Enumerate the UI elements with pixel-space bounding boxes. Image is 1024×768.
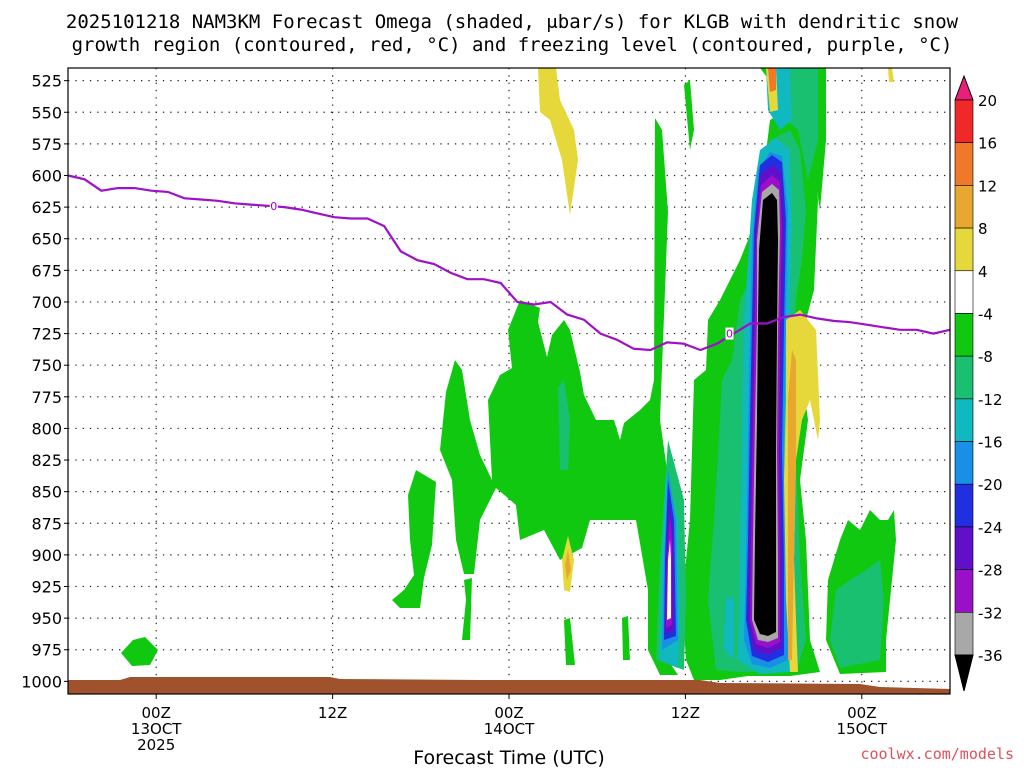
colorbar-tick-label: 16 bbox=[978, 135, 997, 153]
colorbar-bin-12 bbox=[954, 612, 974, 656]
omega-blob-left-mid bbox=[392, 470, 436, 608]
colorbar-bin-6 bbox=[954, 355, 974, 400]
x-tick-label: 12Z bbox=[671, 704, 700, 722]
x-tick-label: 00Z bbox=[847, 704, 876, 722]
colorbar-bin-9 bbox=[954, 483, 974, 528]
terrain-fill bbox=[68, 677, 950, 694]
y-tick-label: 850 bbox=[31, 483, 62, 502]
colorbar-bin-4 bbox=[954, 270, 974, 314]
colorbar-tick-label: -20 bbox=[978, 476, 1003, 494]
omega-sg-east bbox=[830, 560, 884, 668]
colorbar-bin-7 bbox=[954, 398, 974, 442]
x-tick-label: 14OCT bbox=[484, 720, 535, 738]
omega-or-top bbox=[768, 68, 776, 92]
y-tick-label: 750 bbox=[31, 356, 62, 375]
y-tick-label: 775 bbox=[31, 388, 62, 407]
y-tick-label: 1000 bbox=[21, 672, 62, 691]
freezing-level-labels: 00 bbox=[269, 199, 734, 341]
omega-core-mid-col bbox=[667, 540, 671, 620]
colorbar-bin-8 bbox=[954, 441, 974, 485]
x-tick-label: 13OCT bbox=[131, 720, 182, 738]
x-tick-label: 12Z bbox=[318, 704, 347, 722]
omega-band-ascent-below-36 bbox=[667, 193, 778, 636]
x-axis-label: Forecast Time (UTC) bbox=[413, 747, 604, 768]
colorbar-tick-label: -4 bbox=[978, 305, 993, 323]
credit-text: coolwx.com/models bbox=[860, 745, 1014, 763]
colorbar-tick-label: -28 bbox=[978, 562, 1003, 580]
y-tick-label: 575 bbox=[31, 135, 62, 154]
omega-or-low-left bbox=[565, 550, 571, 580]
y-tick-label: 700 bbox=[31, 293, 62, 312]
omega-blob-lower-left bbox=[462, 578, 472, 640]
y-tick-label: 650 bbox=[31, 230, 62, 249]
colorbar-bin-1 bbox=[954, 142, 974, 186]
gridlines bbox=[68, 68, 950, 694]
y-tick-label: 625 bbox=[31, 198, 62, 217]
colorbar-bin-11 bbox=[954, 569, 974, 613]
colorbar-tick-label: -8 bbox=[978, 348, 993, 366]
omega-cy-low bbox=[724, 596, 734, 660]
y-tick-label: 925 bbox=[31, 578, 62, 597]
x-tick-label: 15OCT bbox=[837, 720, 888, 738]
colorbar-tick-label: -24 bbox=[978, 519, 1003, 537]
colorbar-under-triangle bbox=[954, 654, 974, 692]
omega-yl-top-small bbox=[888, 68, 894, 82]
omega-sg-left-thin bbox=[558, 380, 570, 470]
colorbar-bin-0 bbox=[954, 99, 974, 143]
y-tick-label: 950 bbox=[31, 609, 62, 628]
colorbar-tick-label: 8 bbox=[978, 220, 988, 238]
colorbar-over-triangle bbox=[954, 74, 974, 101]
y-tick-label: 975 bbox=[31, 641, 62, 660]
colorbar-tick-label: 20 bbox=[978, 92, 997, 110]
freezing-level-contour bbox=[67, 174, 951, 352]
colorbar-tick-label: -36 bbox=[978, 647, 1003, 665]
y-tick-label: 600 bbox=[31, 166, 62, 185]
colorbar-bin-10 bbox=[954, 526, 974, 570]
y-tick-label: 675 bbox=[31, 261, 62, 280]
chart-title-line-1: 2025101218 NAM3KM Forecast Omega (shaded… bbox=[66, 11, 959, 33]
y-tick-label: 800 bbox=[31, 419, 62, 438]
y-tick-label: 550 bbox=[31, 103, 62, 122]
chart-title-line-2: growth region (contoured, red, °C) and f… bbox=[72, 34, 953, 56]
freezing-level-label: 0 bbox=[270, 200, 277, 213]
colorbar-tick-label: -32 bbox=[978, 604, 1003, 622]
omega-core-central bbox=[754, 193, 778, 636]
x-tick-label: 00Z bbox=[494, 704, 523, 722]
omega-or-east-col bbox=[788, 350, 796, 660]
colorbar-bin-3 bbox=[954, 227, 974, 272]
colorbar-tick-label: -12 bbox=[978, 391, 1003, 409]
y-tick-label: 875 bbox=[31, 514, 62, 533]
freezing-label-bg-0 bbox=[269, 199, 278, 212]
omega-band-sinking-8-16 bbox=[565, 68, 796, 660]
x-tick-label: 2025 bbox=[137, 736, 175, 754]
colorbar-tick-label: 4 bbox=[978, 263, 988, 281]
omega-blob-low-small-2 bbox=[622, 616, 630, 660]
omega-yl-top-left bbox=[538, 68, 578, 215]
colorbar: 20 16 12 8 4 -4 -8 -12 -16 -20 -24 -28 -32 -36 bbox=[954, 74, 1003, 692]
y-axis: 525 550 575 600 625 650 675 700 725 750 775 800 825 8… bbox=[21, 72, 68, 691]
y-tick-label: 525 bbox=[31, 72, 62, 91]
colorbar-bin-5 bbox=[954, 313, 974, 357]
y-tick-label: 725 bbox=[31, 325, 62, 344]
omega-blob-low-small bbox=[564, 618, 575, 665]
colorbar-tick-label: -16 bbox=[978, 434, 1003, 452]
colorbar-bin-2 bbox=[954, 185, 974, 229]
colorbar-tick-label: 12 bbox=[978, 177, 997, 195]
omega-blob-top-thin bbox=[684, 80, 694, 150]
omega-shading bbox=[121, 68, 896, 680]
y-tick-label: 900 bbox=[31, 546, 62, 565]
freezing-level-label: 0 bbox=[726, 328, 733, 341]
y-tick-label: 825 bbox=[31, 451, 62, 470]
omega-blob-small-left bbox=[121, 637, 158, 666]
freezing-label-bg-1 bbox=[725, 327, 734, 340]
x-tick-label: 00Z bbox=[142, 704, 171, 722]
